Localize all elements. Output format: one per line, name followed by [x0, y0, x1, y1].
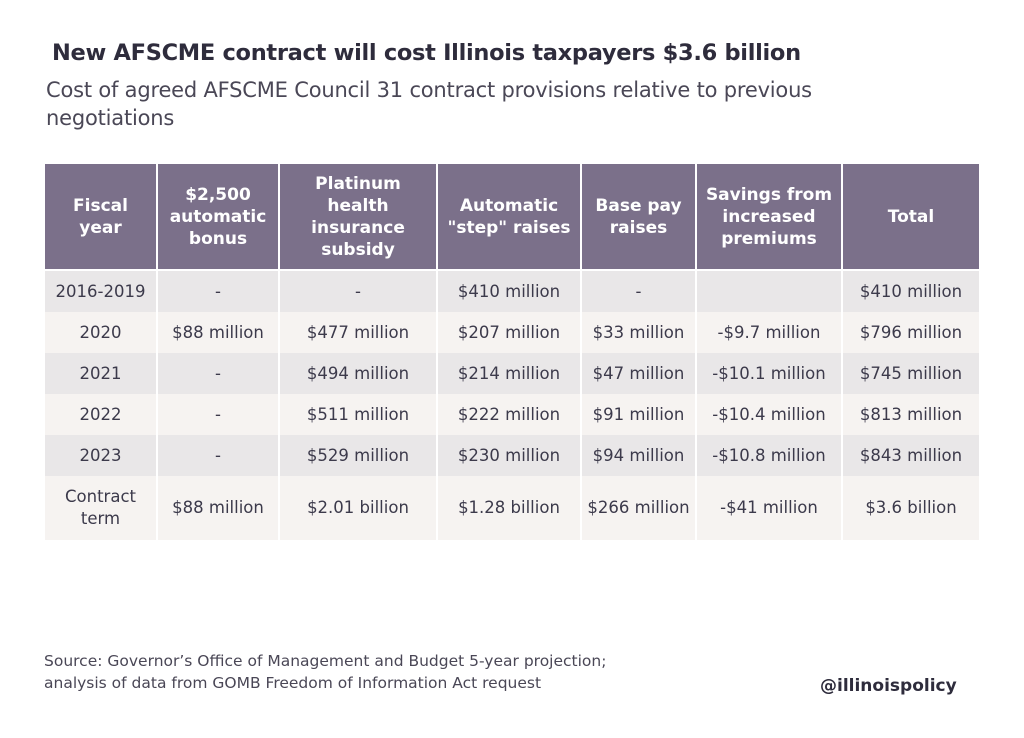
social-handle: @illinoispolicy: [820, 676, 957, 696]
chart-subtitle: Cost of agreed AFSCME Council 31 contrac…: [46, 78, 812, 130]
value-cell: [695, 270, 843, 312]
value-cell: $88 million: [156, 312, 280, 353]
value-cell: $266 million: [580, 476, 697, 540]
column-header: Savings from increased premiums: [695, 162, 843, 271]
value-cell: $230 million: [436, 435, 582, 476]
table-row: 2023- $529 million $230 million $94 million…: [43, 435, 981, 476]
value-cell: $2.01 billion: [278, 476, 438, 540]
value-cell: $3.6 billion: [841, 476, 981, 540]
table-row: 2021- $494 million $214 million $47 million…: [43, 353, 981, 394]
chart-title: New AFSCME contract will cost Illinois t…: [52, 40, 801, 66]
table-row: Contract term $88 million $2.01 billion $1.…: [43, 476, 981, 540]
cost-table: Fiscal year $2,500 automatic bonus Platinu…: [43, 162, 981, 540]
column-header: $2,500 automatic bonus: [156, 162, 280, 271]
value-cell: $94 million: [580, 435, 697, 476]
value-cell: $477 million: [278, 312, 438, 353]
value-cell: $494 million: [278, 353, 438, 394]
value-cell: $47 million: [580, 353, 697, 394]
table-row: 2016-2019- - $410 million - $410 million: [43, 270, 981, 312]
value-cell: $207 million: [436, 312, 582, 353]
value-cell: $88 million: [156, 476, 280, 540]
value-cell: $511 million: [278, 394, 438, 435]
value-cell: -$10.4 million: [695, 394, 843, 435]
value-cell: -$41 million: [695, 476, 843, 540]
column-header: Total: [841, 162, 981, 271]
value-cell: -$10.1 million: [695, 353, 843, 394]
value-cell: $813 million: [841, 394, 981, 435]
row-label-cell: 2020: [43, 312, 158, 353]
column-header: Platinum health insurance subsidy: [278, 162, 438, 271]
value-cell: $410 million: [436, 270, 582, 312]
row-label-cell: 2022: [43, 394, 158, 435]
value-cell: $410 million: [841, 270, 981, 312]
row-label-cell: 2021: [43, 353, 158, 394]
value-cell: -: [156, 270, 280, 312]
column-header: Automatic "step" raises: [436, 162, 582, 271]
table-row: 2022- $511 million $222 million $91 million…: [43, 394, 981, 435]
value-cell: -: [580, 270, 697, 312]
table-row: 2020 $88 million $477 million $207 million $…: [43, 312, 981, 353]
value-cell: -: [278, 270, 438, 312]
row-label-cell: 2023: [43, 435, 158, 476]
row-label-cell: Contract term: [43, 476, 158, 540]
value-cell: -$10.8 million: [695, 435, 843, 476]
value-cell: $91 million: [580, 394, 697, 435]
value-cell: $529 million: [278, 435, 438, 476]
value-cell: $222 million: [436, 394, 582, 435]
source-line: analysis of data from GOMB Freedom of In…: [44, 674, 542, 692]
value-cell: -: [156, 435, 280, 476]
table-header-row: Fiscal year $2,500 automatic bonus Platinu…: [43, 162, 981, 271]
value-cell: -: [156, 353, 280, 394]
source-note: Source: Governor’s Office of Management …: [44, 650, 606, 694]
value-cell: $843 million: [841, 435, 981, 476]
value-cell: $33 million: [580, 312, 697, 353]
value-cell: $1.28 billion: [436, 476, 582, 540]
value-cell: -: [156, 394, 280, 435]
column-header: Fiscal year: [43, 162, 158, 271]
value-cell: $214 million: [436, 353, 582, 394]
value-cell: $796 million: [841, 312, 981, 353]
row-label-cell: 2016-2019: [43, 270, 158, 312]
value-cell: -$9.7 million: [695, 312, 843, 353]
column-header: Base pay raises: [580, 162, 697, 271]
source-line: Source: Governor’s Office of Management …: [44, 652, 607, 670]
value-cell: $745 million: [841, 353, 981, 394]
